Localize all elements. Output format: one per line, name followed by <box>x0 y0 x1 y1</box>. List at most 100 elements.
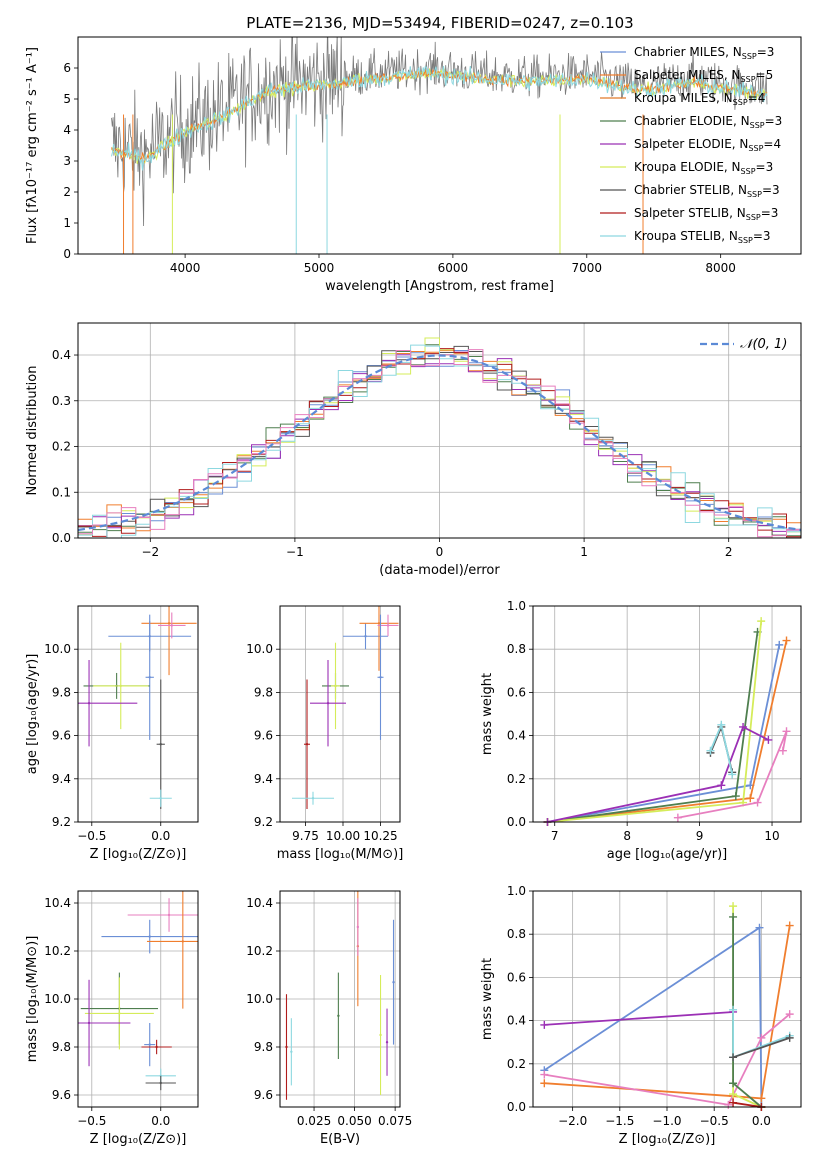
weight-series <box>677 730 788 819</box>
data-point <box>87 1021 91 1025</box>
data-point <box>386 624 390 627</box>
x-axis-label: Z [log₁₀(Z/Z⊙)] <box>619 1132 716 1147</box>
weight-marker <box>764 735 773 744</box>
weight-series <box>732 916 762 1108</box>
y-tick-label: 4 <box>63 123 71 137</box>
y-tick-label: 0.0 <box>507 1100 526 1114</box>
data-point <box>356 925 360 929</box>
z_weight-panel: −2.0 −1.5 −1.0 −0.5 0.0 0.0 0.2 0.4 0.6 0.8 1.0 Z [… <box>480 884 802 1147</box>
legend-label: Salpeter ELODIE, NSSP=4 <box>634 137 781 153</box>
x-tick-label: −1.5 <box>605 1114 634 1128</box>
data-point <box>337 1014 340 1017</box>
y-tick-label: 10.4 <box>44 896 71 910</box>
legend-label: Kroupa STELIB, NSSP=3 <box>634 229 771 245</box>
y-tick-label: 9.6 <box>254 729 273 743</box>
y-tick-label: 9.2 <box>254 815 273 829</box>
data-point <box>87 702 91 705</box>
x-tick-label: 1 <box>580 545 588 559</box>
weight-marker <box>753 798 762 807</box>
y-tick-label: 2 <box>63 185 71 199</box>
x-axis-label: mass [log₁₀(M/M⊙)] <box>277 847 404 862</box>
x-axis-label: age [log₁₀(age/yr)] <box>607 847 728 862</box>
data-point <box>118 1012 121 1015</box>
spectrum-lines <box>111 37 768 254</box>
y-tick-label: 9.8 <box>52 685 71 699</box>
weight-marker <box>729 1090 738 1099</box>
y-tick-label: 9.4 <box>254 772 273 786</box>
data-point <box>285 1045 288 1049</box>
y-tick-label: 10.0 <box>246 642 273 656</box>
y-tick-label: 0.6 <box>507 685 526 699</box>
figure-title: PLATE=2136, MJD=53494, FIBERID=0247, z=0… <box>246 14 633 32</box>
axes-frame <box>279 890 401 1108</box>
y-tick-label: 3 <box>63 154 71 168</box>
axes-frame <box>279 605 401 823</box>
weight-marker <box>717 781 726 790</box>
x-axis-label: E(B-V) <box>320 1132 360 1147</box>
legend-label: Salpeter STELIB, NSSP=3 <box>634 206 778 222</box>
weight-marker <box>782 636 791 645</box>
y-tick-label: 10.2 <box>246 944 273 958</box>
x-tick-label: −0.5 <box>77 829 106 843</box>
weight-marker <box>673 813 682 822</box>
weight-marker <box>729 1079 738 1088</box>
weight-series <box>732 1101 762 1108</box>
y-tick-label: 1.0 <box>507 884 526 898</box>
y-tick-label: 10.0 <box>44 642 71 656</box>
y-tick-label: 10.0 <box>246 992 273 1006</box>
data-point <box>392 981 395 984</box>
mass_age-points <box>292 606 399 810</box>
y-tick-label: 1 <box>63 216 71 230</box>
y-tick-label: 10.0 <box>44 992 71 1006</box>
data-point <box>148 676 151 679</box>
y-tick-label: 0.8 <box>507 927 526 941</box>
weight-marker <box>724 1100 733 1109</box>
y-tick-label: 9.6 <box>254 1088 273 1102</box>
legend-label: Chabrier ELODIE, NSSP=3 <box>634 114 782 130</box>
data-point <box>181 940 185 943</box>
weight-marker <box>729 912 738 921</box>
x-tick-label: −0.5 <box>77 1114 106 1128</box>
y-axis-label: mass weight <box>480 673 495 755</box>
x-tick-label: −2 <box>141 545 159 559</box>
x-tick-label: 8 <box>623 829 631 843</box>
y-tick-label: 9.8 <box>254 685 273 699</box>
weight-marker <box>757 1094 766 1103</box>
y-tick-label: 9.4 <box>52 772 71 786</box>
weight-marker <box>782 727 791 736</box>
y-tick-label: 9.6 <box>52 1088 71 1102</box>
legend-label: Salpeter MILES, NSSP=5 <box>634 68 773 84</box>
axes-frame <box>77 36 802 255</box>
histogram-series <box>78 344 801 538</box>
weight-marker <box>729 1098 738 1107</box>
y-axis-label: mass weight <box>480 958 495 1040</box>
weight-marker <box>778 746 787 755</box>
ebv_mass-panel: 0.025 0.050 0.075 9.6 9.8 10.0 10.2 10.4 E(B-V) <box>246 890 412 1147</box>
z_age-panel: −0.5 0.0 9.2 9.4 9.6 9.8 10.0 Z [log₁₀(Z/Z⊙)] ag… <box>25 605 199 862</box>
weight-series <box>732 1037 790 1059</box>
weight-marker <box>757 1033 766 1042</box>
x-axis-label: wavelength [Angstrom, rest frame] <box>325 279 554 294</box>
x-tick-label: 0.0 <box>151 1114 170 1128</box>
weight-marker <box>785 1033 794 1042</box>
weight-marker <box>717 720 726 729</box>
weight-series <box>547 725 769 823</box>
y-tick-label: 6 <box>63 61 71 75</box>
y-tick-label: 0.6 <box>507 970 526 984</box>
y-tick-label: 0.2 <box>52 440 71 454</box>
data-point <box>148 1043 151 1046</box>
x-axis-label: Z [log₁₀(Z/Z⊙)] <box>90 1132 187 1147</box>
x-tick-label: 9 <box>696 829 704 843</box>
x-tick-label: 0.025 <box>297 1114 331 1128</box>
z_age-points <box>78 606 197 810</box>
weight-marker <box>731 792 740 801</box>
x-tick-label: 7 <box>551 829 559 843</box>
data-point <box>170 624 173 627</box>
data-point <box>305 743 309 746</box>
y-tick-label: 0.4 <box>507 729 526 743</box>
weight-marker <box>540 1020 549 1029</box>
data-point <box>167 622 171 625</box>
y-tick-label: 9.8 <box>52 1040 71 1054</box>
x-tick-label: 10.00 <box>326 829 360 843</box>
spectrum-model-series <box>111 65 768 171</box>
